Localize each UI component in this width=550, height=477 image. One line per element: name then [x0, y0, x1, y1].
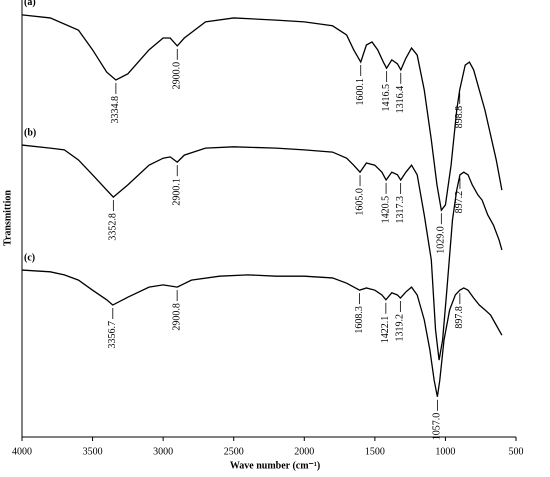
x-tick-label: 3500: [83, 446, 103, 457]
x-tick-label: 500: [509, 446, 524, 457]
spectrum-line: [21, 144, 503, 361]
spectrum-line: [21, 14, 503, 212]
peak-label: 1608.3: [354, 306, 365, 334]
peak-label: 898.8: [454, 106, 465, 128]
series-label: (a): [24, 0, 36, 8]
x-tick-label: 1000: [435, 446, 455, 457]
x-tick-label: 2000: [294, 446, 314, 457]
peak-label: 1422.1: [380, 316, 391, 344]
series-label: (b): [24, 127, 36, 138]
peak-label: 3352.8: [108, 213, 119, 241]
peak-label: 1319.2: [395, 314, 406, 342]
peak-label: 1600.1: [355, 78, 366, 106]
peak-label: 1316.4: [395, 86, 406, 114]
peak-label: 3356.7: [107, 321, 118, 349]
peak-label: 1416.5: [381, 84, 392, 112]
series-label: (c): [24, 252, 35, 263]
peak-label: 2900.8: [171, 303, 182, 331]
peak-label: 897.2: [454, 191, 465, 214]
y-axis-label: Transmittion: [2, 190, 13, 246]
peak-label: 3334.8: [110, 96, 121, 124]
peak-label: 1317.3: [395, 196, 406, 224]
spectrum-line: [21, 269, 503, 397]
x-tick-label: 4000: [12, 446, 32, 457]
x-tick-label: 3000: [153, 446, 173, 457]
peak-label: 2900.0: [172, 62, 183, 89]
peak-label: 1420.5: [380, 196, 391, 224]
x-tick-label: 2500: [224, 446, 244, 457]
x-axis-label: Wave number (cm⁻¹): [230, 460, 320, 471]
peak-label: 1029.0: [436, 226, 447, 254]
peak-label: 1057.0: [432, 413, 443, 441]
peak-label: 1605.0: [354, 188, 365, 216]
peak-label: 897.8: [454, 306, 465, 329]
x-tick-label: 1500: [365, 446, 385, 457]
peak-label: 2900.1: [172, 178, 183, 206]
